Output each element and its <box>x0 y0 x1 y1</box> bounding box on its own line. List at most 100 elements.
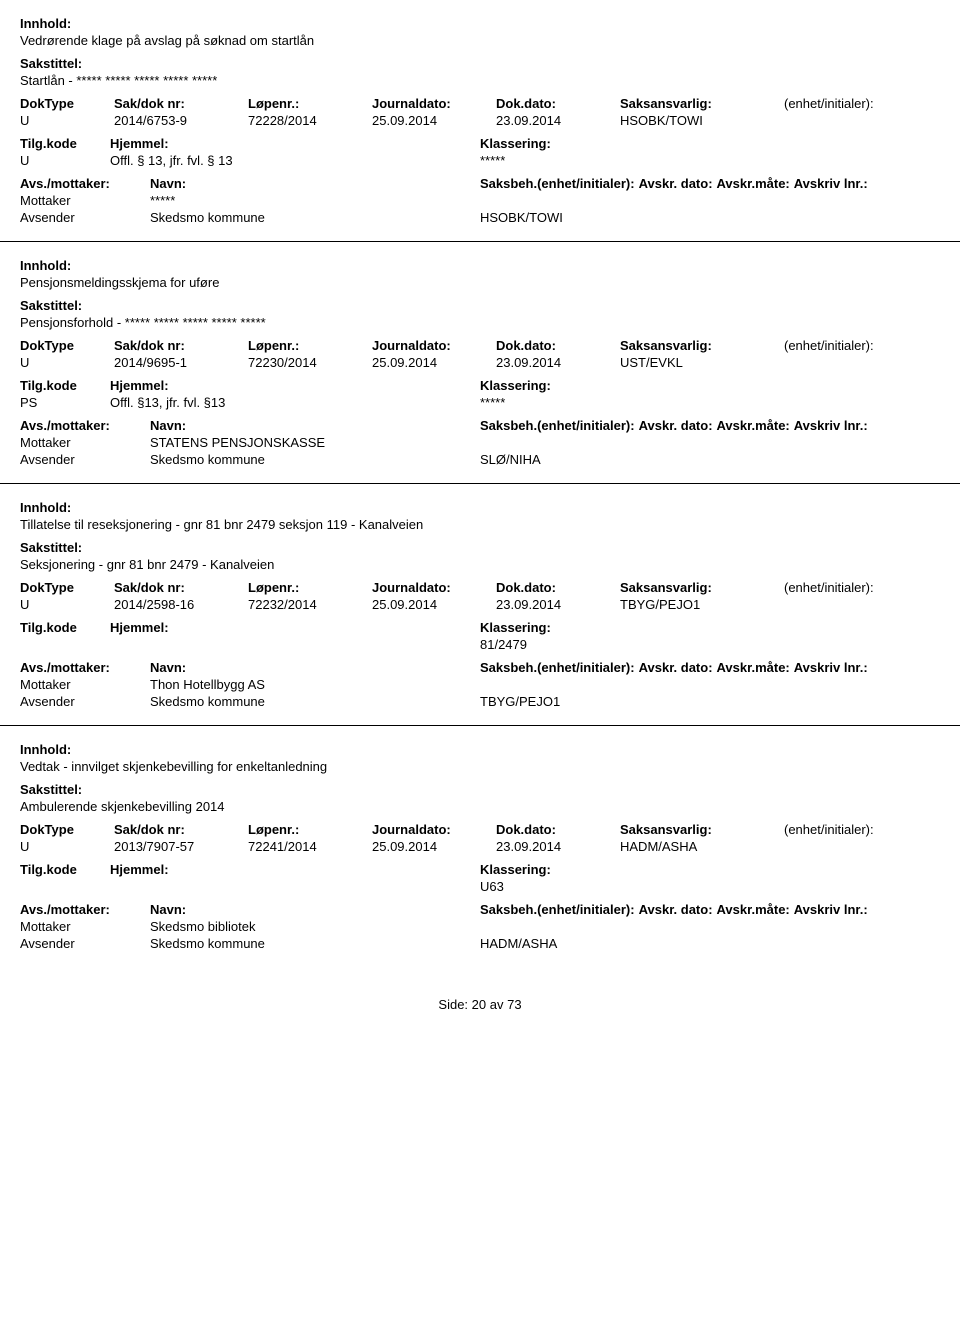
journaldato-label: Journaldato: <box>372 338 492 353</box>
journal-entry: Innhold: Vedtak - innvilget skjenkebevil… <box>0 725 960 967</box>
avsender-value: Skedsmo kommune <box>150 452 480 467</box>
side-label: Side: <box>438 997 468 1012</box>
lopenr-value: 72241/2014 <box>248 839 368 854</box>
page-current: 20 <box>472 997 486 1012</box>
avsender-value: Skedsmo kommune <box>150 936 480 951</box>
saksansvarlig-label: Saksansvarlig: <box>620 338 780 353</box>
avskrdato-label: Avskr. dato: <box>639 902 713 917</box>
page-total: 73 <box>507 997 521 1012</box>
dokdato-label: Dok.dato: <box>496 96 616 111</box>
sakstittel-value: Pensjonsforhold - ***** ***** ***** ****… <box>20 315 940 330</box>
hjemmel-value <box>110 637 480 652</box>
journal-entry: Innhold: Tillatelse til reseksjonering -… <box>0 483 960 725</box>
journaldato-label: Journaldato: <box>372 580 492 595</box>
saksansvarlig-value: HADM/ASHA <box>620 839 780 854</box>
avskrivlnr-label: Avskriv lnr.: <box>794 176 868 191</box>
mottaker-value: Thon Hotellbygg AS <box>150 677 480 692</box>
avskrivlnr-label: Avskriv lnr.: <box>794 418 868 433</box>
klassering-label: Klassering: <box>480 862 940 877</box>
sakdok-value: 2013/7907-57 <box>114 839 244 854</box>
avsmottaker-label: Avs./mottaker: <box>20 176 150 191</box>
saksansvarlig-label: Saksansvarlig: <box>620 822 780 837</box>
hjemmel-label: Hjemmel: <box>110 378 480 393</box>
avskrmote-label: Avskr.måte: <box>717 176 790 191</box>
avskrdato-label: Avskr. dato: <box>639 418 713 433</box>
enhet-label: (enhet/initialer): <box>784 822 940 837</box>
lopenr-value: 72230/2014 <box>248 355 368 370</box>
doktype-value: U <box>20 839 110 854</box>
journaldato-value: 25.09.2014 <box>372 597 492 612</box>
innhold-value: Pensjonsmeldingsskjema for uføre <box>20 275 940 290</box>
avskrmote-label: Avskr.måte: <box>717 660 790 675</box>
tilgkode-label: Tilg.kode <box>20 620 110 635</box>
journal-entry: Innhold: Vedrørende klage på avslag på s… <box>0 0 960 241</box>
avsender-label: Avsender <box>20 694 150 709</box>
navn-label: Navn: <box>150 418 480 433</box>
saksansvarlig-label: Saksansvarlig: <box>620 580 780 595</box>
lopenr-label: Løpenr.: <box>248 822 368 837</box>
mottaker-label: Mottaker <box>20 435 150 450</box>
hjemmel-value <box>110 879 480 894</box>
doktype-label: DokType <box>20 822 110 837</box>
avskrdato-label: Avskr. dato: <box>639 176 713 191</box>
saksbeh-value: TBYG/PEJO1 <box>480 694 940 709</box>
journaldato-value: 25.09.2014 <box>372 355 492 370</box>
doktype-label: DokType <box>20 580 110 595</box>
avskrdato-label: Avskr. dato: <box>639 660 713 675</box>
klassering-value: ***** <box>480 395 940 410</box>
enhet-label: (enhet/initialer): <box>784 580 940 595</box>
sakdok-label: Sak/dok nr: <box>114 822 244 837</box>
dokdato-value: 23.09.2014 <box>496 597 616 612</box>
tilgkode-value: U <box>20 153 110 168</box>
mottaker-value: ***** <box>150 193 480 208</box>
saksbeh-label: Saksbeh.(enhet/initialer): <box>480 902 635 917</box>
hjemmel-value: Offl. § 13, jfr. fvl. § 13 <box>110 153 480 168</box>
page-footer: Side: 20 av 73 <box>0 967 960 1022</box>
sakdok-label: Sak/dok nr: <box>114 338 244 353</box>
mottaker-label: Mottaker <box>20 677 150 692</box>
journaldato-value: 25.09.2014 <box>372 113 492 128</box>
dokdato-value: 23.09.2014 <box>496 113 616 128</box>
klassering-value: ***** <box>480 153 940 168</box>
hjemmel-label: Hjemmel: <box>110 136 480 151</box>
tilgkode-value <box>20 879 110 894</box>
avskrmote-label: Avskr.måte: <box>717 902 790 917</box>
innhold-label: Innhold: <box>20 742 940 757</box>
sakstittel-value: Startlån - ***** ***** ***** ***** ***** <box>20 73 940 88</box>
saksansvarlig-label: Saksansvarlig: <box>620 96 780 111</box>
lopenr-label: Løpenr.: <box>248 580 368 595</box>
lopenr-label: Løpenr.: <box>248 338 368 353</box>
av-label: av <box>490 997 504 1012</box>
mottaker-value: Skedsmo bibliotek <box>150 919 480 934</box>
enhet-label: (enhet/initialer): <box>784 96 940 111</box>
sakdok-label: Sak/dok nr: <box>114 580 244 595</box>
lopenr-value: 72232/2014 <box>248 597 368 612</box>
saksbeh-label: Saksbeh.(enhet/initialer): <box>480 660 635 675</box>
sakstittel-label: Sakstittel: <box>20 782 940 797</box>
sakstittel-value: Ambulerende skjenkebevilling 2014 <box>20 799 940 814</box>
hjemmel-label: Hjemmel: <box>110 620 480 635</box>
avsmottaker-label: Avs./mottaker: <box>20 902 150 917</box>
saksbeh-value: HADM/ASHA <box>480 936 940 951</box>
avsender-label: Avsender <box>20 210 150 225</box>
doktype-value: U <box>20 597 110 612</box>
avskrivlnr-label: Avskriv lnr.: <box>794 660 868 675</box>
sakdok-value: 2014/6753-9 <box>114 113 244 128</box>
doktype-label: DokType <box>20 338 110 353</box>
doktype-label: DokType <box>20 96 110 111</box>
innhold-label: Innhold: <box>20 258 940 273</box>
tilgkode-value <box>20 637 110 652</box>
sakdok-label: Sak/dok nr: <box>114 96 244 111</box>
klassering-value: U63 <box>480 879 940 894</box>
sakdok-value: 2014/2598-16 <box>114 597 244 612</box>
sakstittel-label: Sakstittel: <box>20 56 940 71</box>
avsender-label: Avsender <box>20 452 150 467</box>
saksbeh-value: SLØ/NIHA <box>480 452 940 467</box>
dokdato-label: Dok.dato: <box>496 580 616 595</box>
saksansvarlig-value: TBYG/PEJO1 <box>620 597 780 612</box>
navn-label: Navn: <box>150 176 480 191</box>
saksbeh-value: HSOBK/TOWI <box>480 210 940 225</box>
innhold-value: Tillatelse til reseksjonering - gnr 81 b… <box>20 517 940 532</box>
avsender-label: Avsender <box>20 936 150 951</box>
klassering-label: Klassering: <box>480 136 940 151</box>
